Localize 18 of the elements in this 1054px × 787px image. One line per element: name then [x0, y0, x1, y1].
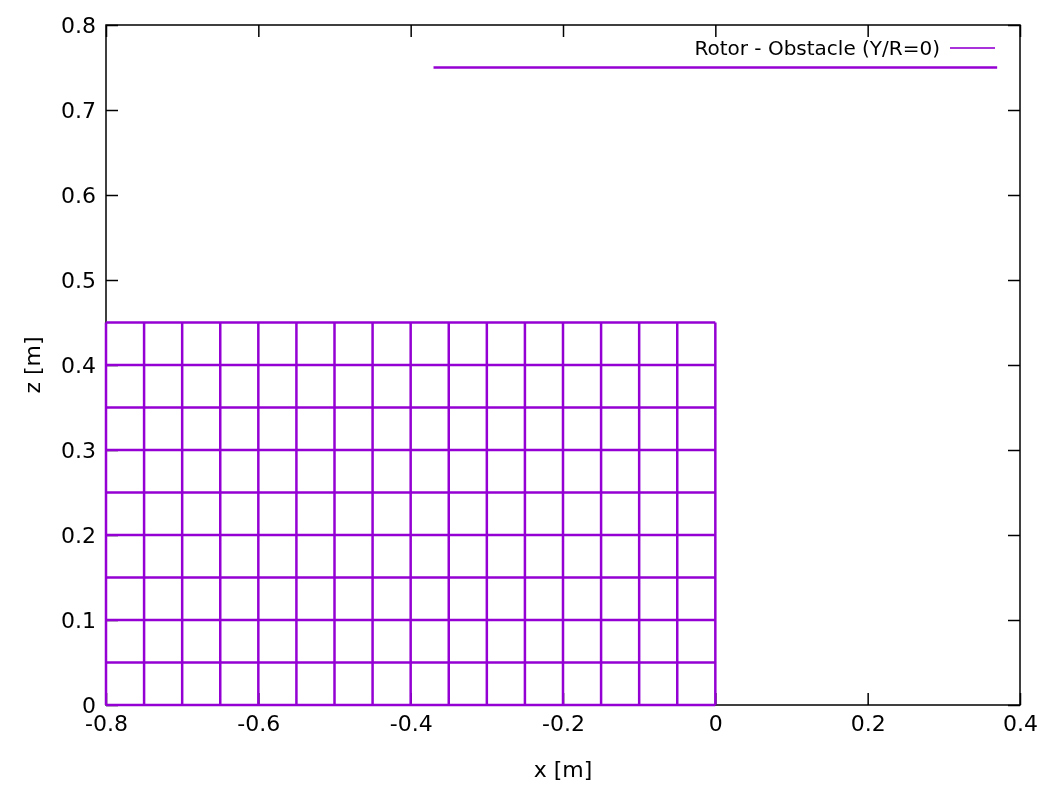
x-axis-title: x [m]: [533, 757, 593, 782]
y-tick-label: 0.5: [61, 267, 96, 293]
x-tick-label: 0: [708, 710, 723, 736]
y-tick-label: 0.4: [61, 352, 96, 378]
y-tick-label: 0.7: [61, 97, 96, 123]
y-tick-label: 0.2: [61, 522, 96, 548]
x-tick-label: -0.6: [237, 710, 281, 736]
y-axis-title: z [m]: [20, 336, 45, 394]
y-tick-label: 0.3: [61, 437, 96, 463]
x-tick-label: -0.4: [389, 710, 433, 736]
x-tick-label: 0.2: [850, 710, 886, 736]
y-tick-label: 0.6: [61, 182, 96, 208]
y-tick-label: 0.1: [61, 607, 96, 633]
y-tick-label: 0: [82, 692, 96, 718]
x-tick-label: -0.2: [542, 710, 585, 736]
y-tick-label: 0.8: [61, 12, 96, 38]
legend-label: Rotor - Obstacle (Y/R=0): [694, 36, 940, 60]
x-tick-label: 0.4: [1003, 710, 1038, 736]
